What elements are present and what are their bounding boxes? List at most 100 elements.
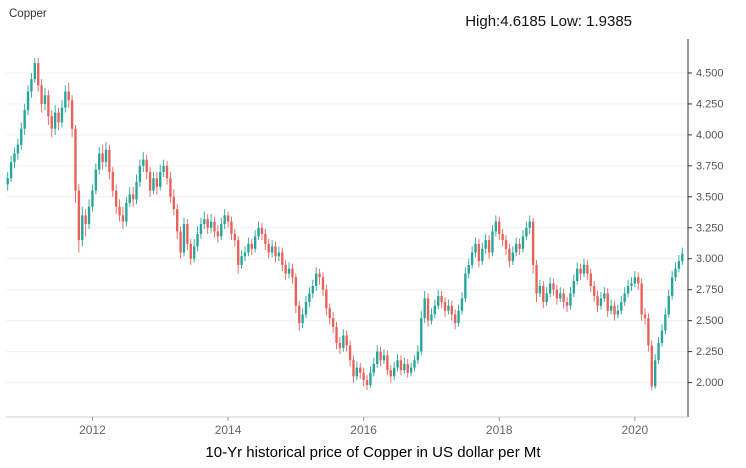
candle-body [64, 91, 67, 108]
candle-body [50, 116, 53, 129]
candle-body [406, 363, 409, 373]
candle-body [152, 178, 155, 191]
candle-body [98, 153, 101, 170]
candle-body [633, 277, 637, 284]
candle-body [460, 298, 464, 311]
candle-body [104, 149, 108, 163]
y-tick-label: 4.500 [696, 67, 724, 79]
candle-body [616, 310, 620, 315]
candle-body [304, 302, 308, 315]
candle-body [548, 283, 552, 294]
candle-body [199, 224, 203, 234]
candle-body [226, 215, 230, 222]
candle-body [342, 335, 345, 348]
y-tick-label: 2.000 [696, 377, 724, 389]
candle-body [426, 298, 430, 321]
candle-body [16, 144, 20, 154]
candle-body [94, 169, 98, 191]
candle-body [582, 264, 586, 274]
chart-title: Copper [9, 8, 47, 20]
candle-body [189, 243, 192, 259]
candle-body [311, 285, 314, 294]
candle-body [145, 159, 148, 173]
axes [6, 39, 692, 421]
candle-body [525, 227, 528, 237]
candle-body [498, 221, 501, 234]
candle-body [131, 194, 135, 200]
candle-body [555, 289, 559, 299]
candle-body [338, 342, 342, 348]
candle-body [396, 360, 399, 368]
candle-body [176, 209, 179, 232]
candle-body [291, 268, 294, 278]
candle-body [531, 221, 535, 265]
candle-body [186, 224, 189, 244]
candle-body [182, 224, 186, 253]
candle-body [599, 298, 603, 306]
candle-body [70, 100, 74, 129]
candle-body [501, 233, 504, 241]
candle-body [637, 277, 640, 284]
candle-body [565, 302, 569, 306]
candle-body [474, 243, 477, 253]
candle-body [23, 110, 26, 129]
y-tick-label: 3.750 [696, 160, 724, 172]
candle-body [172, 196, 175, 210]
candle-body [6, 178, 9, 185]
candle-body [430, 314, 433, 321]
candle-body [552, 283, 555, 290]
candle-body [264, 233, 267, 244]
x-tick-label: 2012 [79, 423, 106, 437]
candle-body [233, 233, 237, 241]
candle-body [138, 165, 142, 182]
candle-body [203, 219, 206, 225]
candle-body [518, 243, 521, 249]
candle-body [213, 221, 216, 232]
candle-body [437, 295, 440, 306]
candle-body [331, 318, 335, 327]
candle-body [386, 355, 389, 371]
candle-body [545, 293, 548, 303]
x-tick-label: 2018 [486, 423, 513, 437]
candle-body [135, 181, 138, 200]
candle-body [37, 63, 40, 86]
candle-body [60, 107, 64, 123]
y-tick-label: 2.500 [696, 315, 724, 327]
candle-body [118, 206, 121, 216]
y-tick-label: 2.250 [696, 346, 724, 358]
candle-body [26, 91, 30, 111]
candle-body [128, 194, 131, 203]
candle-body [372, 363, 376, 373]
candle-body [447, 305, 450, 311]
candle-body [355, 367, 359, 377]
candle-body [528, 221, 531, 228]
candle-body [542, 285, 545, 303]
candle-body [84, 215, 87, 225]
candle-body [538, 285, 542, 294]
candle-body [20, 128, 23, 145]
candle-body [301, 314, 304, 324]
candle-body [216, 231, 220, 237]
candle-body [382, 355, 386, 361]
candle-body [572, 281, 576, 294]
candle-body [87, 206, 91, 225]
candle-body [328, 308, 331, 319]
candle-body [535, 264, 538, 294]
candle-body [359, 367, 362, 373]
candle-body [481, 248, 484, 262]
candle-body [165, 165, 169, 179]
candle-body [376, 351, 379, 364]
candle-body [403, 363, 406, 371]
candle-body [9, 162, 13, 179]
candle-body [657, 342, 660, 361]
candle-body [369, 372, 372, 386]
candle-body [389, 370, 392, 377]
candle-body [453, 314, 457, 324]
candle-body [91, 190, 94, 207]
candle-body [348, 345, 352, 361]
candle-body [491, 231, 494, 253]
candle-body [379, 351, 382, 361]
candle-body [450, 305, 453, 315]
candle-body [352, 360, 355, 377]
candle-body [281, 252, 284, 265]
